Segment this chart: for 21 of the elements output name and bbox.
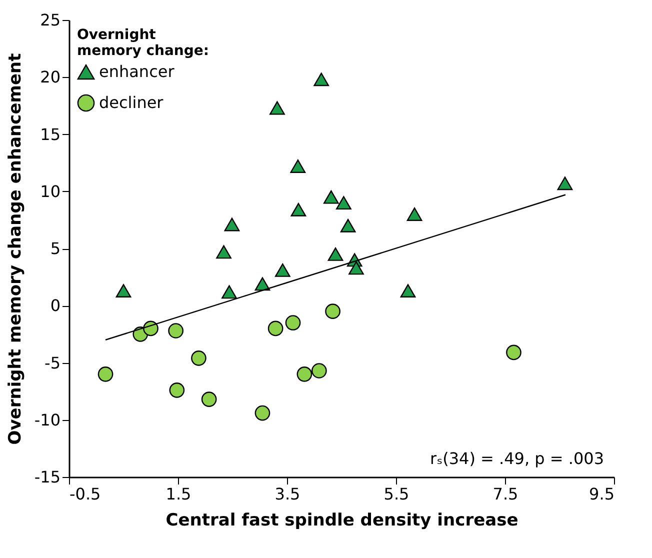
x-tick-label: 9.5 [589,484,614,504]
legend-title: Overnight memory change: [77,27,209,59]
y-tick-label: 5 [50,239,60,258]
y-tick-label: -5 [44,353,60,372]
legend-label: decliner [99,93,164,112]
legend-label: enhancer [99,62,175,81]
y-tick-label: 10 [40,182,60,201]
x-tick-label: -0.5 [70,484,101,504]
y-tick-label: 20 [40,68,60,87]
y-tick-label: -10 [34,410,60,430]
x-tick-label: 5.5 [384,484,410,504]
y-tick-label: 15 [40,124,60,144]
x-tick-label: 3.5 [274,484,300,504]
y-tick-label: 0 [50,296,60,316]
x-tick-label: 7.5 [492,484,518,504]
annotation: rₛ(34) = .49, p = .003 [430,449,604,468]
x-tick-label: 1.5 [166,484,192,504]
x-axis-title: Central fast spindle density increase [166,510,518,530]
y-tick-label: -15 [34,468,60,486]
y-tick-label: 25 [40,10,60,30]
y-axis-title: Overnight memory change enhancement [5,53,26,445]
